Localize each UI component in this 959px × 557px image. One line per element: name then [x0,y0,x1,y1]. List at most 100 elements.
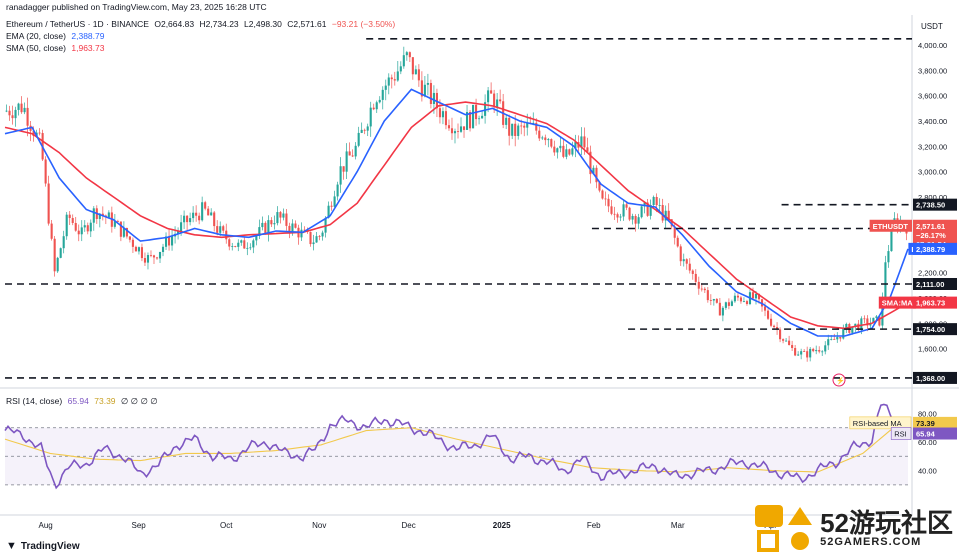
time-axis-label: 2025 [493,521,511,530]
candle-body [544,137,547,141]
price-tag-name-box [878,296,916,309]
price-tag-name: SMA:MA [882,299,913,308]
candle-body [718,302,721,316]
candle-body [180,222,183,232]
candle-body [348,151,351,156]
candle-body [171,236,174,246]
candle-body [399,66,402,72]
candle-body [429,82,432,104]
candle-body [26,107,29,126]
candle-body [890,228,893,252]
candle-body [745,301,749,305]
candle-body [432,92,435,104]
candle-body [607,198,610,207]
tradingview-logo[interactable]: ▼ TradingView [6,540,80,552]
candle-body [691,270,694,274]
candle-body [830,339,833,340]
rsi-line [4,403,909,490]
rsi-tag-name: RSI [894,430,907,439]
candle-body [655,196,658,206]
candle-body [267,220,270,234]
candle-body [673,226,676,238]
candle-body [462,126,466,130]
candle-body [119,221,122,237]
candle-body [357,132,360,146]
candle-body [204,202,207,209]
candle-body [511,123,514,136]
candle-body [246,247,249,249]
candle-body [210,212,213,216]
candle-body [279,212,282,218]
level-tag [913,371,957,384]
watermark-cell [755,505,784,527]
ohlc-close: C2,571.61 [287,19,327,29]
candle-body [751,292,755,299]
lightning-icon[interactable] [832,373,846,387]
price-tag-value: 2,571.61 [916,222,945,231]
candle-body [426,82,429,85]
candle-body [291,223,294,232]
candle-body [827,339,830,346]
ema-line [4,88,909,337]
candle-body [779,329,782,340]
candle-body [730,301,733,306]
candle-body [207,208,210,216]
candle-body [556,148,559,153]
candle-body [23,107,26,113]
price-tick-label: 3,400.00 [918,117,947,126]
candle-body [468,112,472,129]
candle-body [724,302,727,308]
candle-body [571,148,574,155]
candle-body [499,99,502,102]
candle-body [565,149,568,157]
candle-body [797,354,800,356]
candle-body [339,166,342,185]
candle-body [59,248,62,258]
candle-body [351,155,354,157]
candle-body [478,118,481,120]
candle-body [562,145,565,157]
candle-body [514,123,517,136]
candle-body [270,220,273,225]
candle-body [258,227,261,236]
candle-body [547,139,550,141]
candle-body [860,318,863,331]
candle-body [667,210,670,220]
ohlc-high: H2,734.23 [199,19,239,29]
candle-body [423,84,426,97]
candle-body [845,323,848,329]
price-tag-value: −26.17% [916,231,946,240]
price-tick-label: 3,600.00 [918,92,947,101]
candle-body [776,327,779,330]
candle-body [487,90,490,103]
price-tag-value: 2,388.79 [916,245,945,254]
candle-body [98,213,101,219]
rsi-tag-name: RSI-based MA [853,419,902,428]
candle-body [336,184,339,197]
candle-body [252,240,255,248]
symbol-name[interactable]: Ethereum / TetherUS · 1D · BINANCE [6,19,149,29]
candle-body [360,129,363,133]
candle-body [806,351,809,358]
candle-body [550,139,553,147]
candle-body [535,122,538,131]
candle-body [685,259,688,264]
candle-body [851,326,854,333]
candle-body [414,69,417,75]
candle-body [754,294,758,299]
ema-legend-value: 2,388.79 [71,31,105,41]
candle-body [137,247,140,252]
candle-body [637,217,640,224]
rsi-legend[interactable]: RSI (14, close) 65.94 73.39 ∅ ∅ ∅ ∅ [6,396,161,407]
candle-body [195,212,198,216]
time-axis-label: Mar [671,521,685,530]
price-tick-label: 1,600.00 [918,345,947,354]
candle-body [276,212,279,224]
rsi-legend-extra: ∅ ∅ ∅ ∅ [120,396,158,406]
ohlc-change: −93.21 (−3.50%) [331,19,396,29]
ema-legend[interactable]: EMA (20, close) 2,388.79 [6,31,107,41]
sma-legend[interactable]: SMA (50, close) 1,963.73 [6,43,107,53]
candle-body [107,212,110,218]
candle-body [619,216,622,218]
